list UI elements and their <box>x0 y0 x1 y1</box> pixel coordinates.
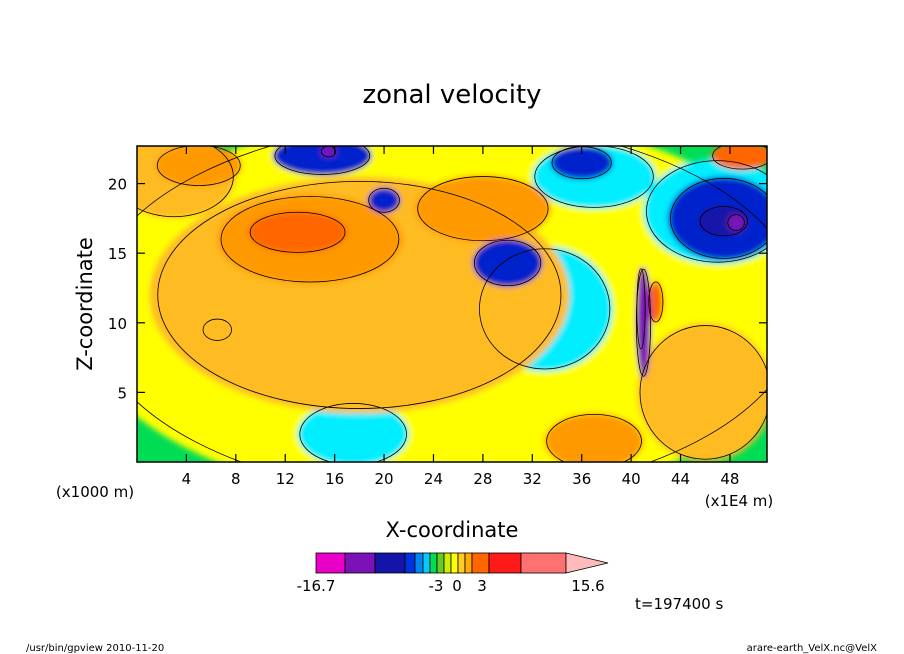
y-tick-label: 10 <box>108 315 127 333</box>
x-tick-label: 32 <box>523 470 542 488</box>
contour-line <box>220 196 400 283</box>
x-tick-label: 48 <box>720 470 739 488</box>
contour-line <box>670 177 767 259</box>
x-tick-label: 12 <box>276 470 295 488</box>
colorbar-swatch <box>374 552 406 574</box>
y-tick-label: 5 <box>117 384 127 402</box>
x-tick-label: 20 <box>375 470 394 488</box>
colorbar-swatch <box>436 552 445 574</box>
footer-right: arare-earth_VelX.nc@VelX <box>747 643 878 654</box>
contour-line <box>157 180 562 409</box>
colorbar-label: 3 <box>477 577 487 595</box>
contour-region <box>248 211 347 254</box>
colorbar-swatch <box>422 552 431 574</box>
colorbar-swatch <box>450 552 459 574</box>
contour-region <box>368 187 401 213</box>
plot-frame <box>136 145 768 463</box>
colorbar-label: -3 <box>429 577 444 595</box>
contour-region <box>550 146 613 180</box>
contour-line <box>156 146 241 186</box>
contour-region <box>414 175 551 243</box>
contour-regions <box>137 146 767 462</box>
contour-line <box>299 403 407 462</box>
time-label: t=197400 s <box>635 595 723 613</box>
colorbar-swatch <box>520 552 567 574</box>
x-tick-label: 28 <box>473 470 492 488</box>
contour-region <box>636 267 651 379</box>
x-tick-label: 36 <box>572 470 591 488</box>
contour-line <box>479 248 611 370</box>
contour-line <box>646 160 767 263</box>
colorbar-swatch <box>315 552 346 574</box>
contour-line <box>699 206 748 237</box>
contour-region <box>711 146 767 170</box>
x-tick-label: 44 <box>671 470 690 488</box>
colorbar-swatch <box>464 552 473 574</box>
contour-line <box>546 413 642 462</box>
contour-lines <box>137 146 767 462</box>
y-tick-label: 15 <box>108 245 127 263</box>
contour-line <box>727 214 745 231</box>
plot-area <box>137 146 767 462</box>
x-tick-label: 8 <box>231 470 241 488</box>
colorbar-label: 15.6 <box>571 577 604 595</box>
contour-line <box>648 281 664 323</box>
contour-region <box>297 402 409 462</box>
colorbar-swatch <box>471 552 490 574</box>
contour-region <box>637 322 767 462</box>
contour-line <box>639 325 767 460</box>
y-unit-label: (x1000 m) <box>56 483 134 501</box>
contour-line <box>249 211 346 253</box>
colorbar-swatch <box>429 552 438 574</box>
contour-region <box>321 146 336 158</box>
colorbar-swatch <box>443 552 452 574</box>
x-tick-label: 40 <box>622 470 641 488</box>
footer-left: /usr/bin/gpview 2010-11-20 <box>26 643 164 654</box>
y-axis-label: Z-coordinate <box>73 237 97 371</box>
contour-line <box>534 146 654 208</box>
contour-region <box>272 146 372 176</box>
contour-region <box>648 281 664 323</box>
x-unit-label: (x1E4 m) <box>705 492 774 510</box>
contour-region <box>473 239 543 287</box>
y-axis-ticks: 5 10 15 20 <box>108 176 767 402</box>
contour-region <box>727 214 745 231</box>
contour-region <box>544 413 644 462</box>
x-tick-label: 24 <box>424 470 443 488</box>
x-tick-label: 4 <box>182 470 192 488</box>
contour-line <box>473 239 542 287</box>
colorbar-label: 0 <box>452 577 462 595</box>
contour-line <box>274 146 371 175</box>
contour-line <box>635 268 651 377</box>
colorbar-swatch <box>344 552 376 574</box>
x-axis-ticks: 4 8 12 16 20 24 28 32 36 40 44 48 <box>182 146 739 488</box>
y-tick-label: 20 <box>108 176 127 194</box>
chart-title: zonal velocity <box>362 80 541 110</box>
colorbar-swatch <box>404 552 416 574</box>
contour-line <box>202 318 232 341</box>
colorbar-swatch <box>457 552 466 574</box>
colorbar-label: -16.7 <box>297 577 336 595</box>
colorbar-swatch <box>488 552 522 574</box>
contour-line <box>712 146 767 170</box>
x-tick-label: 16 <box>325 470 344 488</box>
contour-line <box>417 176 549 242</box>
contour-region <box>155 146 242 187</box>
x-axis-label: X-coordinate <box>386 518 519 542</box>
colorbar-arrow <box>565 552 609 574</box>
colorbar <box>315 552 609 574</box>
colorbar-swatch <box>414 552 424 574</box>
colorbar-labels: -16.7 -3 0 3 15.6 <box>297 577 605 595</box>
contour-line <box>368 187 400 213</box>
